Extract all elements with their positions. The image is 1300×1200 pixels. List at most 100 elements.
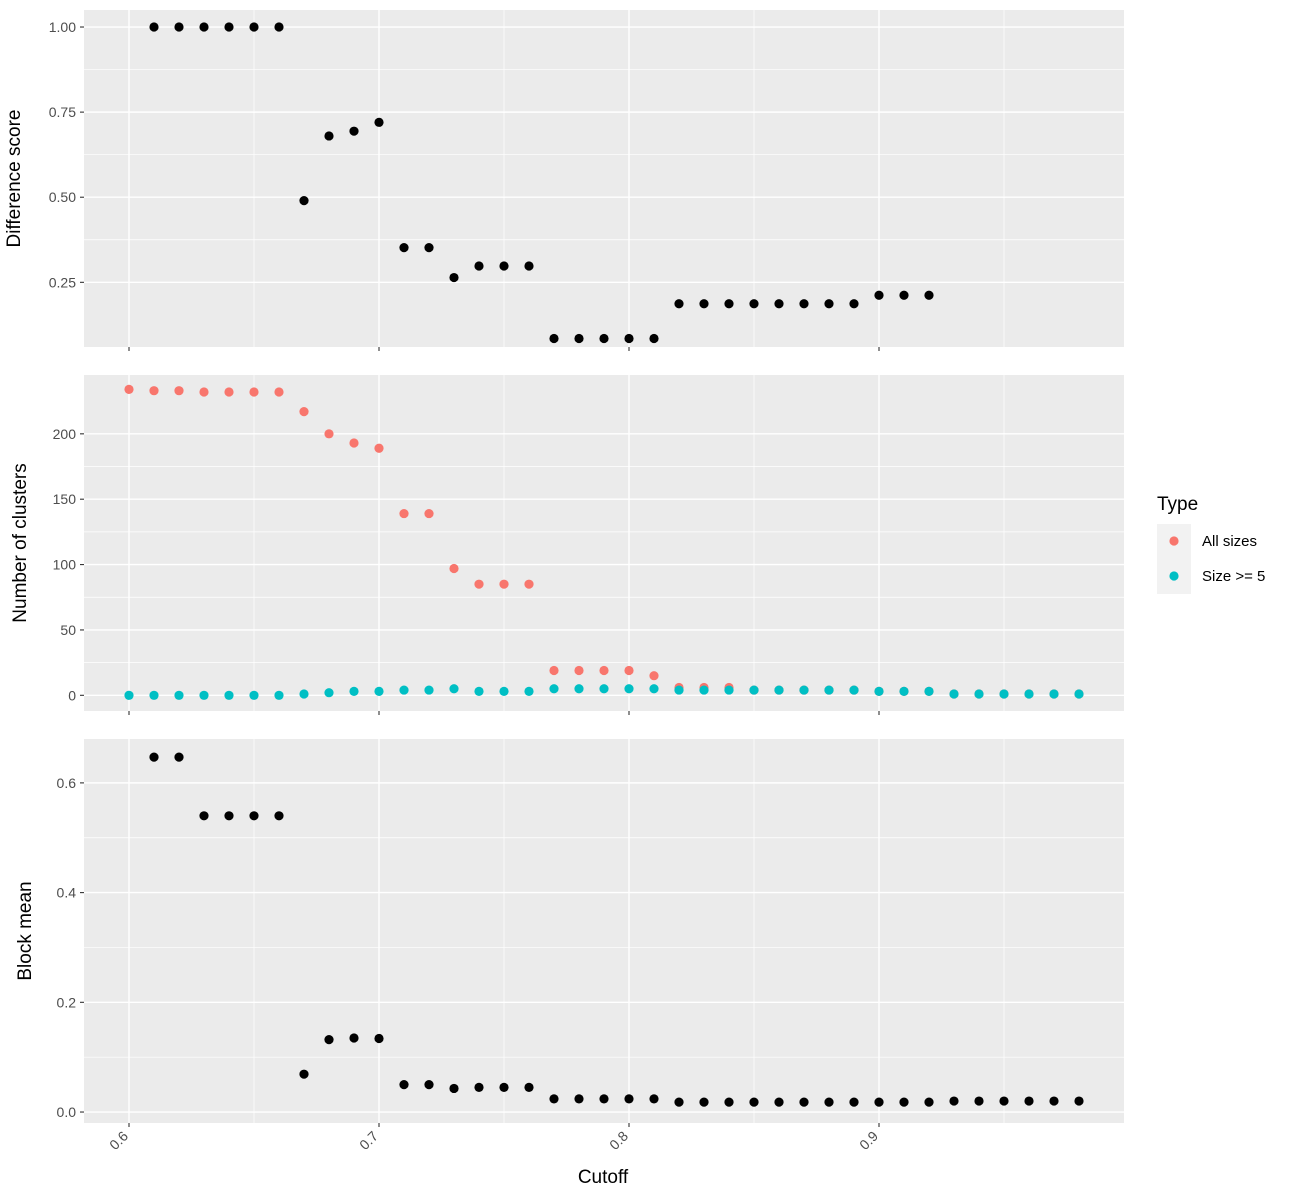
data-point-all-sizes: [549, 665, 559, 676]
legend-items: All sizes Size >= 5: [1169, 533, 1265, 585]
data-point-size-ge-5: [924, 686, 934, 696]
y-axis-title: Difference score: [4, 110, 25, 248]
panel-background: [84, 739, 1124, 1123]
data-point: [474, 261, 484, 271]
data-point-size-ge-5: [724, 685, 734, 695]
data-point: [249, 811, 259, 821]
data-point-all-sizes: [649, 671, 659, 681]
data-point: [299, 1069, 309, 1079]
data-point: [174, 752, 184, 762]
data-point-size-ge-5: [224, 690, 234, 700]
data-point-size-ge-5: [249, 690, 259, 700]
data-point-size-ge-5: [149, 690, 159, 700]
data-point: [224, 811, 234, 821]
data-point: [649, 333, 659, 344]
data-point-size-ge-5: [999, 689, 1009, 699]
panel-background: [84, 375, 1124, 711]
legend: Type All sizes Size >= 5: [1157, 494, 1265, 594]
data-point: [599, 333, 609, 344]
data-point: [699, 1097, 709, 1107]
y-tick-label: 100: [53, 557, 77, 573]
data-point: [624, 1094, 634, 1104]
data-point: [624, 333, 634, 344]
data-point-all-sizes: [199, 387, 209, 397]
data-point: [499, 261, 509, 271]
data-point-all-sizes: [299, 407, 309, 417]
data-point: [374, 1033, 384, 1044]
data-point: [324, 1035, 334, 1045]
data-point: [449, 272, 459, 283]
data-point: [874, 1097, 884, 1107]
data-point: [299, 196, 309, 206]
data-point-size-ge-5: [124, 690, 134, 700]
data-point: [474, 1082, 484, 1092]
data-point: [974, 1096, 984, 1106]
data-point-size-ge-5: [499, 686, 509, 696]
data-point: [774, 1097, 784, 1107]
data-point: [999, 1096, 1009, 1106]
data-point-size-ge-5: [599, 684, 609, 694]
data-point: [824, 299, 834, 309]
x-axis-title: Cutoff: [578, 1167, 629, 1188]
legend-title: Type: [1157, 494, 1198, 515]
data-point-size-ge-5: [274, 690, 284, 700]
data-point-size-ge-5: [849, 685, 859, 695]
data-point: [249, 22, 259, 32]
y-tick-label: 0.25: [49, 274, 76, 290]
data-point: [824, 1097, 834, 1107]
y-tick-label: 150: [53, 491, 77, 507]
data-point-size-ge-5: [974, 689, 984, 699]
data-point-size-ge-5: [424, 685, 434, 695]
data-point-size-ge-5: [399, 685, 409, 695]
data-point-size-ge-5: [1024, 689, 1034, 699]
legend-label-1: All sizes: [1202, 533, 1257, 550]
data-point: [949, 1096, 959, 1106]
data-point: [899, 1097, 909, 1107]
data-point-size-ge-5: [949, 689, 959, 699]
data-point: [924, 1097, 934, 1107]
data-point-size-ge-5: [324, 688, 334, 698]
data-point: [549, 1094, 559, 1104]
data-point-size-ge-5: [649, 684, 659, 694]
y-tick-label: 200: [53, 426, 77, 442]
data-point-all-sizes: [399, 508, 409, 519]
data-point: [274, 22, 284, 32]
y-axis-title: Block mean: [15, 881, 36, 980]
data-point-all-sizes: [599, 665, 609, 676]
data-point-size-ge-5: [449, 684, 459, 694]
data-point: [449, 1083, 459, 1094]
data-point-size-ge-5: [674, 685, 684, 695]
data-point-size-ge-5: [549, 684, 559, 694]
panel-background: [84, 10, 1124, 347]
data-point: [799, 1097, 809, 1107]
legend-label-2: Size >= 5: [1202, 568, 1265, 585]
panel-2: 0 50 100 150 200 Number of clusters: [10, 375, 1124, 715]
data-point-size-ge-5: [774, 685, 784, 695]
data-point: [399, 1080, 409, 1090]
data-point: [149, 752, 159, 762]
data-point: [1049, 1096, 1059, 1106]
data-point-size-ge-5: [524, 686, 534, 696]
data-point-all-sizes: [149, 386, 159, 396]
data-point-all-sizes: [574, 665, 584, 676]
data-point-all-sizes: [174, 386, 184, 396]
data-point: [1074, 1096, 1084, 1106]
data-point: [549, 333, 559, 344]
data-point-all-sizes: [499, 579, 509, 589]
data-point: [149, 22, 159, 32]
data-point-all-sizes: [274, 387, 284, 397]
data-point-all-sizes: [124, 384, 134, 394]
data-point: [1024, 1096, 1034, 1106]
data-point: [349, 1033, 359, 1043]
data-point-size-ge-5: [699, 685, 709, 695]
y-tick-label: 50: [60, 622, 76, 638]
data-point-size-ge-5: [374, 686, 384, 696]
data-point: [399, 243, 409, 253]
data-point: [174, 22, 184, 32]
y-axis-title: Number of clusters: [10, 463, 31, 622]
data-point-size-ge-5: [1049, 689, 1059, 699]
data-point-size-ge-5: [824, 685, 834, 695]
data-point-all-sizes: [449, 563, 459, 574]
data-point: [874, 290, 884, 300]
data-point: [524, 1082, 534, 1092]
